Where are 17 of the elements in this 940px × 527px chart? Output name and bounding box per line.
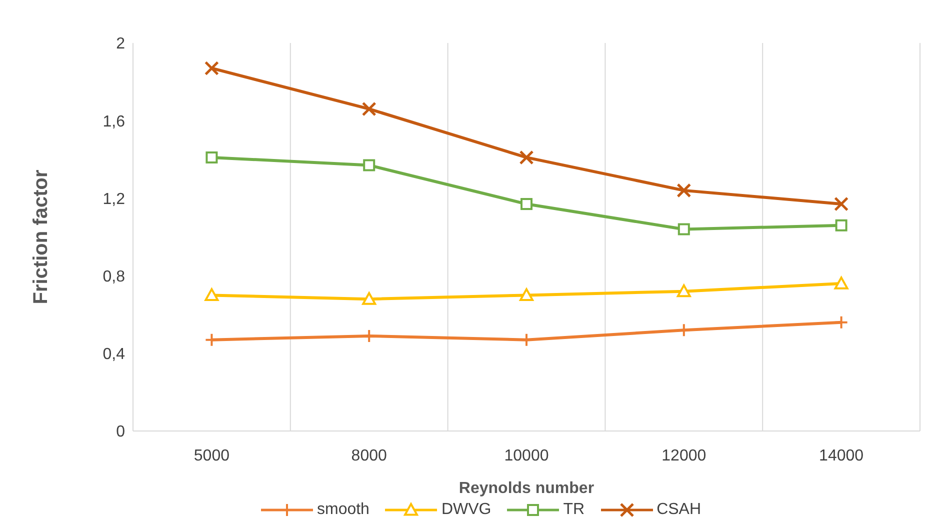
x-tick-label: 12000 bbox=[662, 447, 706, 464]
y-tick-label: 2 bbox=[116, 36, 126, 53]
x-tick-label: 14000 bbox=[819, 447, 864, 464]
legend-label: smooth bbox=[316, 501, 370, 519]
y-tick-label: 1,2 bbox=[102, 190, 126, 208]
x-tick-label: 8000 bbox=[351, 447, 387, 464]
y-tick-label: 0,4 bbox=[102, 346, 126, 364]
y-tick-label: 0,8 bbox=[102, 268, 126, 286]
x-tick-label: 5000 bbox=[194, 447, 230, 464]
x-tick-label: 10000 bbox=[504, 447, 549, 464]
x-axis-title: Reynolds number bbox=[458, 480, 594, 497]
legend-label: DWVG bbox=[441, 501, 492, 519]
y-axis-title: Friction factor bbox=[30, 170, 52, 304]
legend-label: TR bbox=[563, 501, 585, 519]
y-tick-label: 0 bbox=[116, 424, 126, 441]
legend-label: CSAH bbox=[656, 501, 702, 519]
y-tick-label: 1,6 bbox=[102, 113, 126, 130]
